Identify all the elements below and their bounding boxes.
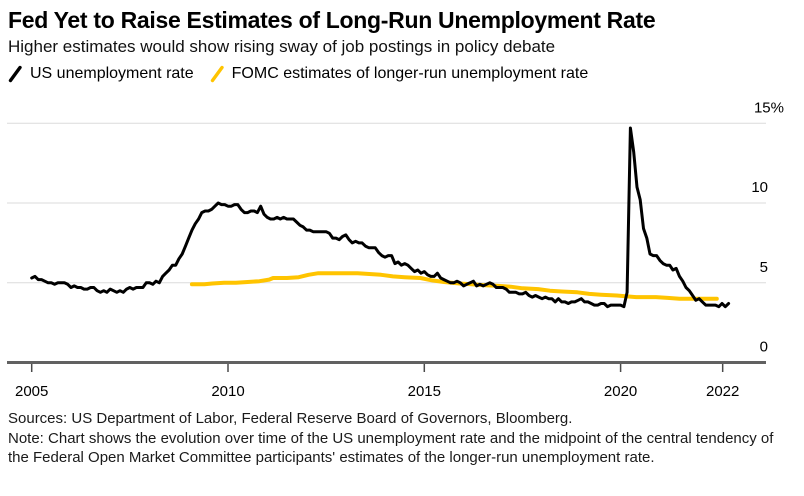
series-fomc-estimate-line [189,271,719,301]
chart-footer: Sources: US Department of Labor, Federal… [8,409,794,468]
y-tick-label: 5 [760,259,768,276]
x-tick-label: 2005 [15,383,48,400]
legend: US unemployment rate FOMC estimates of l… [8,65,588,83]
y-tick-label: 0 [760,339,768,356]
sources-line: Sources: US Department of Labor, Federal… [8,410,573,427]
series-us-unemployment-line [30,126,731,309]
black-slash-icon [8,65,22,83]
yellow-slash-icon [210,65,224,83]
page-subtitle: Higher estimates would show rising sway … [8,37,556,56]
legend-item-us-unemployment: US unemployment rate [8,65,194,83]
legend-label-fomc: FOMC estimates of longer-run unemploymen… [231,65,589,82]
legend-item-fomc-estimates: FOMC estimates of longer-run unemploymen… [210,65,589,83]
note-line: Note: Chart shows the evolution over tim… [8,429,774,467]
x-tick-label: 2015 [408,383,441,400]
page-title: Fed Yet to Raise Estimates of Long-Run U… [8,7,656,33]
x-tick-label: 2010 [211,383,244,400]
y-tick-label: 15% [754,99,784,116]
legend-swatch-us [8,65,22,83]
y-tick-label: 10 [751,179,768,196]
x-tick-label: 2020 [604,383,637,400]
legend-label-us: US unemployment rate [30,65,194,82]
x-tick-label: 2022 [706,383,739,400]
legend-swatch-fomc [210,65,224,83]
